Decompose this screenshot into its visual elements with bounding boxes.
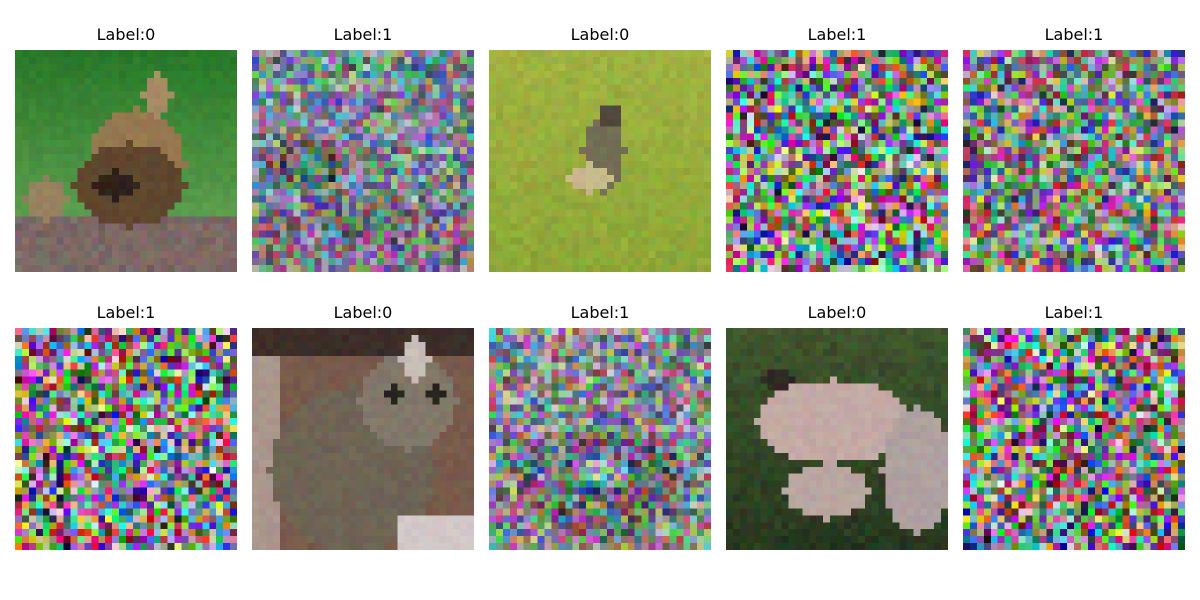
noise-image	[15, 328, 237, 550]
cat-image	[252, 328, 474, 550]
bird-in-grass-image	[489, 50, 711, 272]
panel-label: Label:1	[1044, 303, 1104, 322]
noise-image	[963, 328, 1185, 550]
vehicle-image	[489, 328, 711, 550]
frog-image	[726, 328, 948, 550]
panel-label: Label:0	[570, 25, 630, 44]
panel-label: Label:1	[96, 303, 156, 322]
panel-label: Label:1	[570, 303, 630, 322]
panel-label: Label:0	[96, 25, 156, 44]
noise-image	[726, 50, 948, 272]
panel-label: Label:0	[333, 303, 393, 322]
panel-label: Label:0	[807, 303, 867, 322]
panel-label: Label:1	[333, 25, 393, 44]
teddy-bear-image	[15, 50, 237, 272]
panel-label: Label:1	[807, 25, 867, 44]
faint-object-image	[963, 50, 1185, 272]
boat-on-water-image	[252, 50, 474, 272]
panel-label: Label:1	[1044, 25, 1104, 44]
